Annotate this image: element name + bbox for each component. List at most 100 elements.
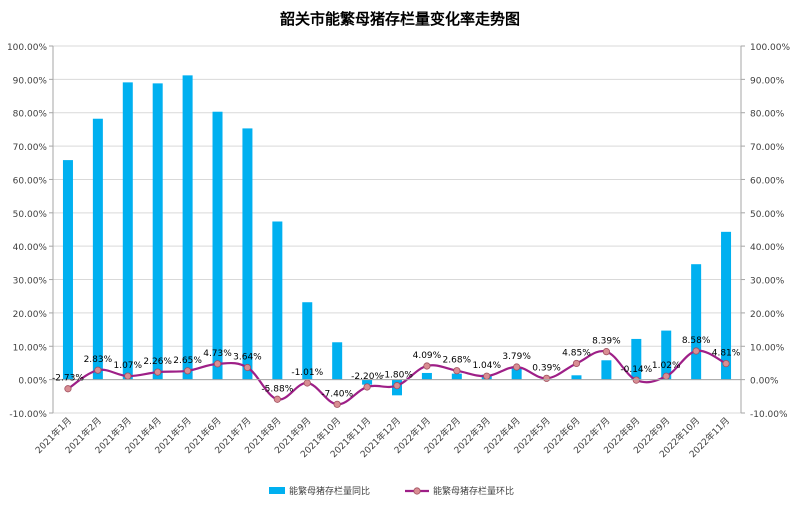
data-label: 3.64%: [233, 352, 262, 362]
data-label: 4.85%: [562, 348, 591, 358]
y-right-tick-label: 100.00%: [750, 43, 790, 53]
legend-bar-label: 能繁母猪存栏量同比: [289, 485, 370, 497]
y-right-tick-label: 30.00%: [750, 277, 785, 287]
data-label: 1.02%: [652, 361, 681, 371]
y-right-tick-label: 40.00%: [750, 243, 785, 253]
chart-title: 韶关市能繁母猪存栏量变化率走势图: [279, 10, 520, 28]
bar: [661, 330, 672, 380]
line-point: [333, 400, 341, 408]
data-label: 0.39%: [532, 363, 561, 373]
legend-line-marker: [413, 487, 421, 495]
y-right-tick-label: 20.00%: [750, 310, 785, 320]
y-left-tick-label: -10.00%: [9, 410, 47, 420]
data-label: 8.58%: [682, 336, 711, 346]
data-label: 2.68%: [443, 356, 472, 366]
line-point: [363, 383, 371, 391]
bar: [631, 338, 642, 380]
line-point: [213, 360, 222, 368]
bar: [152, 83, 163, 380]
bar: [302, 302, 313, 380]
bar: [62, 160, 73, 380]
bar: [421, 372, 432, 380]
y-left-tick-label: 20.00%: [13, 310, 48, 320]
line-point: [722, 359, 730, 368]
data-label: -2.20%: [351, 372, 383, 382]
y-left-tick-label: 90.00%: [13, 76, 48, 86]
y-right-tick-label: 90.00%: [750, 76, 785, 86]
data-label: -2.73%: [52, 374, 84, 384]
bar: [92, 118, 103, 380]
bar: [122, 82, 133, 380]
line-point: [243, 363, 252, 372]
bar: [571, 375, 582, 380]
data-label: 4.09%: [413, 351, 442, 361]
bar: [182, 75, 193, 380]
line-point: [513, 363, 521, 371]
y-left-tick-label: 50.00%: [13, 210, 48, 220]
data-label: -5.88%: [261, 384, 293, 394]
bar: [721, 231, 732, 380]
line-point: [94, 366, 102, 374]
y-right-tick-label: 80.00%: [750, 110, 785, 120]
data-label: 2.26%: [143, 357, 172, 367]
y-left-tick-label: 40.00%: [13, 243, 48, 253]
line-point: [453, 367, 461, 375]
data-label: 2.65%: [173, 356, 202, 366]
data-label: 4.73%: [203, 349, 232, 359]
y-left-tick-label: 70.00%: [13, 143, 48, 153]
y-right-tick-label: 50.00%: [750, 210, 785, 220]
line-point: [572, 359, 581, 368]
line-point: [303, 379, 311, 387]
line-point: [483, 372, 491, 380]
line-point: [602, 348, 610, 356]
line-point: [692, 347, 700, 355]
line-point: [393, 382, 401, 390]
y-left-tick-label: 0.00%: [18, 377, 47, 387]
data-labels: -2.73%2.83%1.07% 2.26% 2.65%4.73% 3.64% -5.8…: [52, 336, 741, 399]
data-label: 1.04%: [472, 361, 501, 371]
bar: [332, 342, 343, 380]
line-point: [154, 368, 162, 376]
legend-bar-swatch: [269, 487, 285, 494]
line-point: [542, 374, 551, 382]
y-left-tick-label: 80.00%: [13, 110, 48, 120]
line-point: [124, 372, 132, 380]
bar: [362, 379, 373, 385]
y-left-tick-label: 10.00%: [13, 343, 48, 353]
data-label: -7.40%: [321, 389, 353, 399]
line-point: [273, 395, 281, 403]
line-point: [662, 372, 670, 380]
gridlines: [53, 45, 741, 414]
legend: 能繁母猪存栏量同比 能繁母猪存栏量环比: [269, 485, 514, 497]
data-label: -1.01%: [291, 368, 323, 378]
legend-line-label: 能繁母猪存栏量环比: [433, 485, 514, 497]
y-right-tick-label: 70.00%: [750, 143, 785, 153]
bar: [511, 368, 522, 380]
y-right-tick-label: 10.00%: [750, 343, 785, 353]
data-label: 2.83%: [84, 355, 113, 365]
bar: [212, 111, 223, 380]
bar: [242, 128, 253, 380]
data-label: 3.79%: [502, 352, 531, 362]
bar: [272, 221, 283, 380]
y-left-tick-label: 30.00%: [13, 277, 48, 287]
y-left-tick-label: 100.00%: [7, 43, 47, 53]
bar: [601, 360, 612, 380]
bar-series: [62, 75, 732, 396]
data-label: 8.39%: [592, 337, 621, 347]
line-point: [423, 362, 431, 370]
line-point: [184, 367, 192, 375]
line-point: [64, 385, 72, 393]
bar: [451, 373, 462, 380]
data-label: -0.14%: [620, 365, 652, 375]
data-label: 4.81%: [712, 349, 741, 359]
y-left-tick-label: 60.00%: [13, 176, 48, 186]
data-label: -1.80%: [381, 371, 413, 381]
y-right-tick-label: -10.00%: [750, 410, 788, 420]
y-right-tick-label: 60.00%: [750, 176, 785, 186]
data-label: 1.07%: [113, 361, 142, 371]
y-right-tick-label: 0.00%: [750, 377, 779, 387]
bar: [691, 264, 702, 380]
